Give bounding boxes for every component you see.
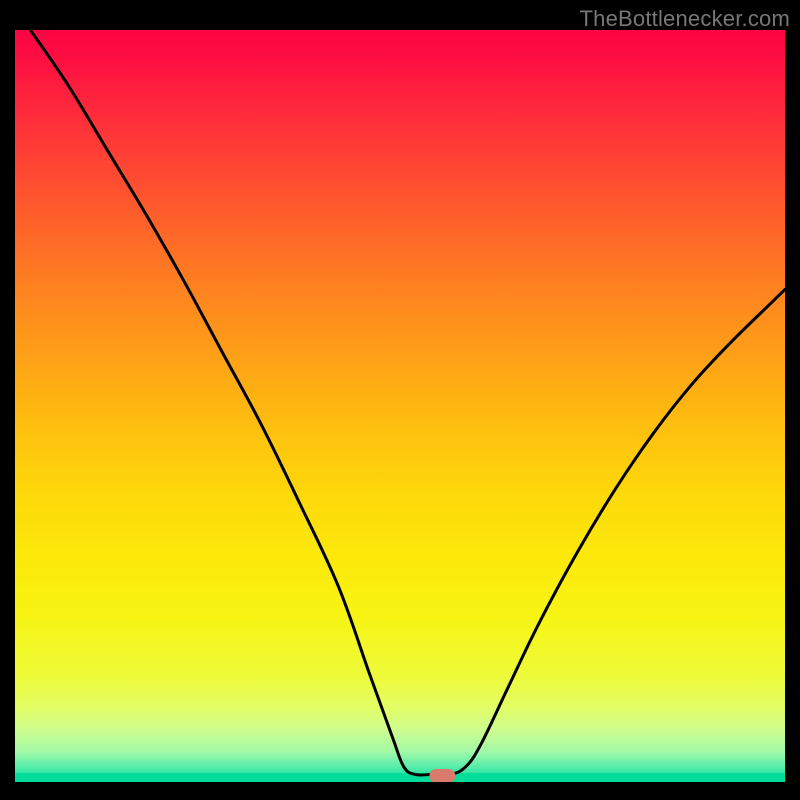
- bottleneck-curve-chart: [0, 0, 800, 800]
- chart-container: TheBottlenecker.com: [0, 0, 800, 800]
- optimum-marker: [429, 769, 455, 783]
- plot-area: [15, 30, 785, 783]
- green-bottom-band: [15, 773, 785, 782]
- watermark-text: TheBottlenecker.com: [580, 6, 790, 32]
- gradient-background: [15, 30, 785, 782]
